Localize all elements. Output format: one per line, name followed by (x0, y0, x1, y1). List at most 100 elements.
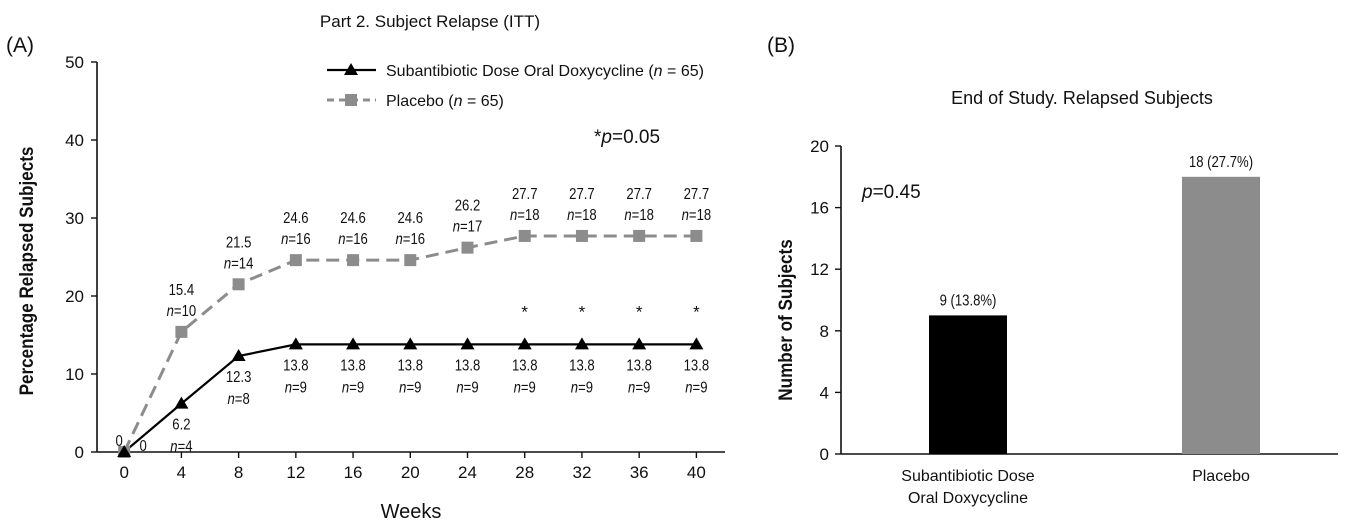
doxycycline-data-label: 13.8 (626, 357, 652, 374)
doxycycline-data-label: 13.8 (283, 357, 309, 374)
placebo-n-label: n=10 (167, 303, 197, 320)
legend-placebo-marker (345, 94, 357, 106)
doxycycline-point (460, 337, 475, 350)
doxycycline-n-label-count: =9 (521, 379, 536, 396)
doxycycline-n-label: n=9 (514, 379, 536, 396)
significance-marker: * (693, 302, 700, 321)
doxycycline-n-label-count: =9 (349, 379, 364, 396)
placebo-n-label: n=16 (281, 231, 311, 248)
p-value-p: p (600, 127, 612, 148)
doxycycline-n-label-count: =4 (178, 439, 193, 456)
placebo-n-label: n=16 (338, 231, 368, 248)
doxycycline-point (632, 337, 647, 350)
panel-a-x-axis-title: Weeks (381, 501, 442, 523)
placebo-n-label-count: =18 (689, 207, 711, 224)
placebo-data-label: 24.6 (398, 210, 424, 227)
doxycycline-n-label-n: n (227, 391, 234, 408)
doxycycline-n-label-n: n (342, 379, 349, 396)
placebo-data-label: 27.7 (684, 186, 710, 203)
doxycycline-point (288, 337, 303, 350)
doxycycline-n-label: n=8 (227, 391, 249, 408)
placebo-data-label: 15.4 (169, 282, 195, 299)
doxycycline-n-label-count: =9 (292, 379, 307, 396)
placebo-n-label-n: n (338, 231, 345, 248)
doxycycline-n-label-count: =9 (464, 379, 479, 396)
doxycycline-data-label: 13.8 (340, 357, 366, 374)
significance-marker: * (521, 302, 528, 321)
doxycycline-data-label: 13.8 (569, 357, 595, 374)
doxycycline-n-label-n: n (399, 379, 406, 396)
placebo-n-label-n: n (453, 219, 460, 236)
p-value-p: p (861, 182, 873, 203)
placebo-n-label-n: n (682, 207, 689, 224)
placebo-point (461, 241, 474, 254)
panel-b-y-tick-label: 8 (820, 322, 829, 341)
panel-a-label: (A) (6, 34, 34, 57)
doxycycline-point (517, 337, 532, 350)
panel-a-x-tick-label: 12 (286, 463, 305, 482)
placebo-n-label-n: n (567, 207, 574, 224)
panel-a-y-tick-label: 40 (65, 131, 84, 150)
doxycycline-data-label: 12.3 (226, 369, 252, 386)
placebo-n-label: n=18 (510, 207, 540, 224)
placebo-n-label-count: =16 (288, 231, 310, 248)
placebo-n-label-count: =18 (632, 207, 654, 224)
placebo-n-label-n: n (167, 303, 174, 320)
doxycycline-n-label-count: =8 (235, 391, 250, 408)
legend-doxycycline-n: n (654, 63, 663, 80)
doxycycline-n-label-count: =9 (635, 379, 650, 396)
p-value-number: =0.05 (612, 127, 660, 148)
placebo-data-label: 26.2 (455, 198, 481, 215)
doxycycline-data-label: 6.2 (172, 417, 190, 434)
doxycycline-point (117, 445, 132, 457)
doxycycline-data-label: 13.8 (512, 357, 538, 374)
significance-marker: * (579, 302, 586, 321)
placebo-data-label: 24.6 (340, 210, 366, 227)
placebo-n-label-n: n (224, 255, 231, 272)
placebo-point (633, 229, 646, 242)
panel-a-x-tick-label: 24 (458, 463, 477, 482)
panel-b-title: End of Study. Relapsed Subjects (951, 88, 1213, 108)
doxycycline-n-label-count: =9 (406, 379, 421, 396)
placebo-n-label-count: =17 (460, 219, 482, 236)
doxycycline-n-label-n: n (514, 379, 521, 396)
doxycycline-n-label-n: n (571, 379, 578, 396)
doxycycline-n-label-n: n (685, 379, 692, 396)
placebo-n-label: n=18 (682, 207, 712, 224)
doxycycline-point (231, 349, 246, 362)
placebo-point (690, 229, 703, 242)
placebo-point (232, 278, 245, 291)
p-value-asterisk: * (594, 127, 602, 148)
legend-placebo-rest: = 65) (463, 93, 504, 110)
panel-a-x-tick-label: 0 (119, 463, 128, 482)
bar-placebo (1182, 176, 1260, 455)
panel-b-y-axis-title: Number of Subjects (775, 239, 796, 400)
doxycycline-n-label: n=9 (342, 379, 364, 396)
placebo-point (347, 254, 360, 267)
panel-a-y-tick-label: 10 (65, 365, 84, 384)
significance-marker: * (636, 302, 643, 321)
placebo-n-label-count: =16 (346, 231, 368, 248)
doxycycline-data-label: 13.8 (684, 357, 710, 374)
placebo-point (575, 229, 588, 242)
placebo-n-label-n: n (396, 231, 403, 248)
placebo-n-label-count: =10 (174, 303, 196, 320)
legend-placebo-n: n (454, 93, 463, 110)
panel-a-x-tick-label: 40 (687, 463, 706, 482)
doxycycline-n-label: n=9 (628, 379, 650, 396)
placebo-n-label: n=14 (224, 255, 254, 272)
panel-b-y-tick-label: 4 (820, 383, 829, 402)
doxycycline-data-label: 13.8 (455, 357, 481, 374)
placebo-n-label-count: =18 (517, 207, 539, 224)
doxycycline-n-label-count: =9 (578, 379, 593, 396)
legend-doxycycline-label: Subantibiotic Dose Oral Doxycycline (n =… (386, 63, 704, 80)
placebo-data-label: 21.5 (226, 234, 252, 251)
placebo-data-label: 27.7 (569, 186, 595, 203)
legend-doxycycline-marker (344, 63, 358, 75)
panel-a-title: Part 2. Subject Relapse (ITT) (320, 12, 540, 31)
doxycycline-data-label: 0 (140, 438, 147, 455)
panel-a-y-tick-label: 50 (65, 53, 84, 72)
placebo-data-label: 27.7 (626, 186, 652, 203)
doxycycline-n-label-n: n (285, 379, 292, 396)
